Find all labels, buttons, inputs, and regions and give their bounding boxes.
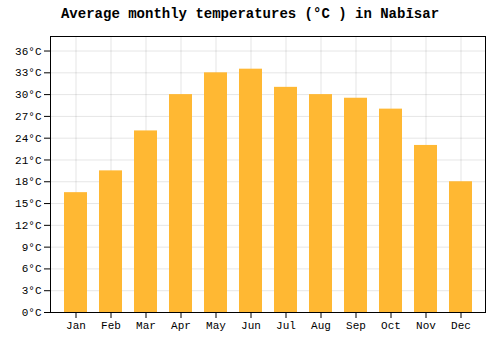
- svg-text:30°C: 30°C: [15, 89, 42, 101]
- svg-text:18°C: 18°C: [15, 176, 42, 188]
- svg-text:9°C: 9°C: [22, 242, 42, 254]
- svg-text:0°C: 0°C: [22, 307, 42, 319]
- svg-text:Dec: Dec: [451, 320, 471, 332]
- svg-text:36°C: 36°C: [15, 46, 42, 58]
- svg-text:Oct: Oct: [381, 320, 401, 332]
- svg-text:Nov: Nov: [416, 320, 436, 332]
- svg-text:27°C: 27°C: [15, 111, 42, 123]
- svg-text:3°C: 3°C: [22, 285, 42, 297]
- svg-text:Sep: Sep: [346, 320, 366, 332]
- html-text:Average monthly temperatures (: Average monthly temperatures (°C ) in Na…: [61, 6, 439, 22]
- svg-text:Aug: Aug: [311, 320, 331, 332]
- svg-text:May: May: [206, 320, 226, 332]
- svg-text:Jun: Jun: [241, 320, 261, 332]
- svg-text:Apr: Apr: [171, 320, 191, 332]
- svg-text:33°C: 33°C: [15, 67, 42, 79]
- svg-text:Mar: Mar: [136, 320, 156, 332]
- svg-text:12°C: 12°C: [15, 220, 42, 232]
- svg-text:15°C: 15°C: [15, 198, 42, 210]
- svg-text:21°C: 21°C: [15, 154, 42, 166]
- svg-text:Jan: Jan: [66, 320, 86, 332]
- svg-text:24°C: 24°C: [15, 133, 42, 145]
- svg-text:6°C: 6°C: [22, 263, 42, 275]
- svg-text:Feb: Feb: [101, 320, 121, 332]
- svg-text:Jul: Jul: [276, 320, 296, 332]
